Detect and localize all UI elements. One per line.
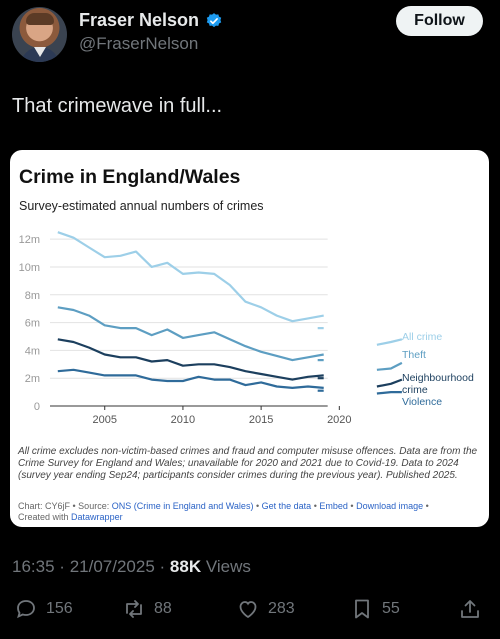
download-image-link[interactable]: Download image bbox=[356, 501, 424, 511]
avatar-collar bbox=[34, 47, 46, 57]
series-line-all-crime bbox=[57, 231, 324, 323]
author-display-name[interactable]: Fraser Nelson bbox=[79, 10, 200, 30]
bookmark-button[interactable]: 55 bbox=[350, 597, 400, 621]
created-with-label: Created with bbox=[18, 512, 69, 522]
x-tick-label: 2020 bbox=[327, 414, 351, 426]
series-recent-line bbox=[376, 378, 403, 388]
chart-id: Chart: CY6jF bbox=[18, 501, 71, 511]
series-label-line: Violence bbox=[402, 396, 442, 408]
views-label: Views bbox=[205, 557, 251, 576]
x-tick-label: 2005 bbox=[92, 414, 116, 426]
tweet-time[interactable]: 16:35 bbox=[12, 557, 55, 576]
bookmark-icon bbox=[355, 599, 369, 619]
verified-badge-icon bbox=[206, 12, 222, 27]
series-label: Neighbourhood crime bbox=[402, 372, 474, 396]
series-line-theft bbox=[57, 306, 324, 362]
get-data-link[interactable]: Get the data bbox=[261, 501, 312, 511]
chart-footer: Chart: CY6jF • Source: ONS (Crime in Eng… bbox=[18, 501, 484, 523]
avatar-hair bbox=[26, 13, 54, 25]
series-recent-line bbox=[376, 338, 403, 346]
y-tick-label: 0 bbox=[34, 401, 40, 413]
meta-separator: · bbox=[159, 557, 166, 576]
tweet-text: That crimewave in full... bbox=[12, 95, 223, 117]
chart-title: Crime in England/Wales bbox=[19, 166, 241, 188]
tweet-meta: 16:35 · 21/07/2025 · 88K Views bbox=[12, 557, 251, 577]
series-label-line: All crime bbox=[402, 331, 442, 343]
heart-icon bbox=[239, 601, 257, 619]
repost-button[interactable]: 88 bbox=[122, 597, 172, 621]
share-icon bbox=[461, 600, 479, 618]
footer-separator: • bbox=[313, 501, 317, 511]
y-tick-label: 4m bbox=[25, 345, 40, 357]
share-button[interactable] bbox=[458, 597, 482, 621]
y-tick-label: 12m bbox=[19, 234, 40, 246]
y-tick-label: 8m bbox=[25, 290, 40, 302]
reply-count: 156 bbox=[46, 600, 73, 617]
embed-link[interactable]: Embed bbox=[319, 501, 348, 511]
follow-button[interactable]: Follow bbox=[396, 6, 483, 36]
datawrapper-link[interactable]: Datawrapper bbox=[71, 512, 123, 522]
tweet-date[interactable]: 21/07/2025 bbox=[69, 557, 155, 576]
reply-icon bbox=[17, 600, 35, 619]
avatar[interactable] bbox=[12, 7, 67, 62]
footer-separator: • bbox=[350, 501, 354, 511]
like-button[interactable]: 283 bbox=[236, 597, 295, 621]
footer-separator: • bbox=[425, 501, 429, 511]
series-recent-line bbox=[376, 361, 403, 371]
author-handle[interactable]: @FraserNelson bbox=[79, 34, 199, 53]
source-link[interactable]: ONS (Crime in England and Wales) bbox=[111, 501, 254, 511]
x-tick-label: 2015 bbox=[249, 414, 273, 426]
reply-button[interactable]: 156 bbox=[14, 597, 73, 621]
series-label: Theft bbox=[402, 349, 426, 361]
series-label: All crime bbox=[402, 331, 442, 343]
bookmark-count: 55 bbox=[382, 600, 400, 617]
like-count: 283 bbox=[268, 600, 295, 617]
chart-notes: All crime excludes non-victim-based crim… bbox=[18, 446, 478, 481]
source-label: • Source: bbox=[72, 501, 110, 511]
y-tick-label: 2m bbox=[25, 373, 40, 385]
author-name-row: Fraser Nelson bbox=[79, 10, 223, 31]
series-label-line: Theft bbox=[402, 349, 426, 361]
series-label-line: crime bbox=[402, 384, 428, 396]
chart-subtitle: Survey-estimated annual numbers of crime… bbox=[19, 199, 264, 213]
repost-icon bbox=[126, 600, 142, 618]
repost-count: 88 bbox=[154, 600, 172, 617]
series-label-line: Neighbourhood bbox=[402, 372, 474, 384]
x-tick-label: 2010 bbox=[171, 414, 195, 426]
line-chart: 0 2m 4m 6m 8m 10m 12m 2005 2010 2015 2020 All crime… bbox=[19, 231, 474, 426]
meta-separator: · bbox=[59, 557, 65, 576]
footer-separator: • bbox=[255, 501, 260, 511]
series-line-neighbourhood-crime bbox=[57, 338, 324, 381]
chart-card[interactable]: Crime in England/Wales Survey-estimated … bbox=[10, 150, 489, 527]
views-count: 88K bbox=[169, 557, 202, 576]
series-label: Violence bbox=[402, 396, 442, 408]
y-tick-label: 6m bbox=[25, 318, 40, 330]
series-line-violence bbox=[57, 368, 324, 389]
series-recent-line bbox=[376, 391, 402, 395]
y-tick-label: 10m bbox=[19, 262, 40, 274]
